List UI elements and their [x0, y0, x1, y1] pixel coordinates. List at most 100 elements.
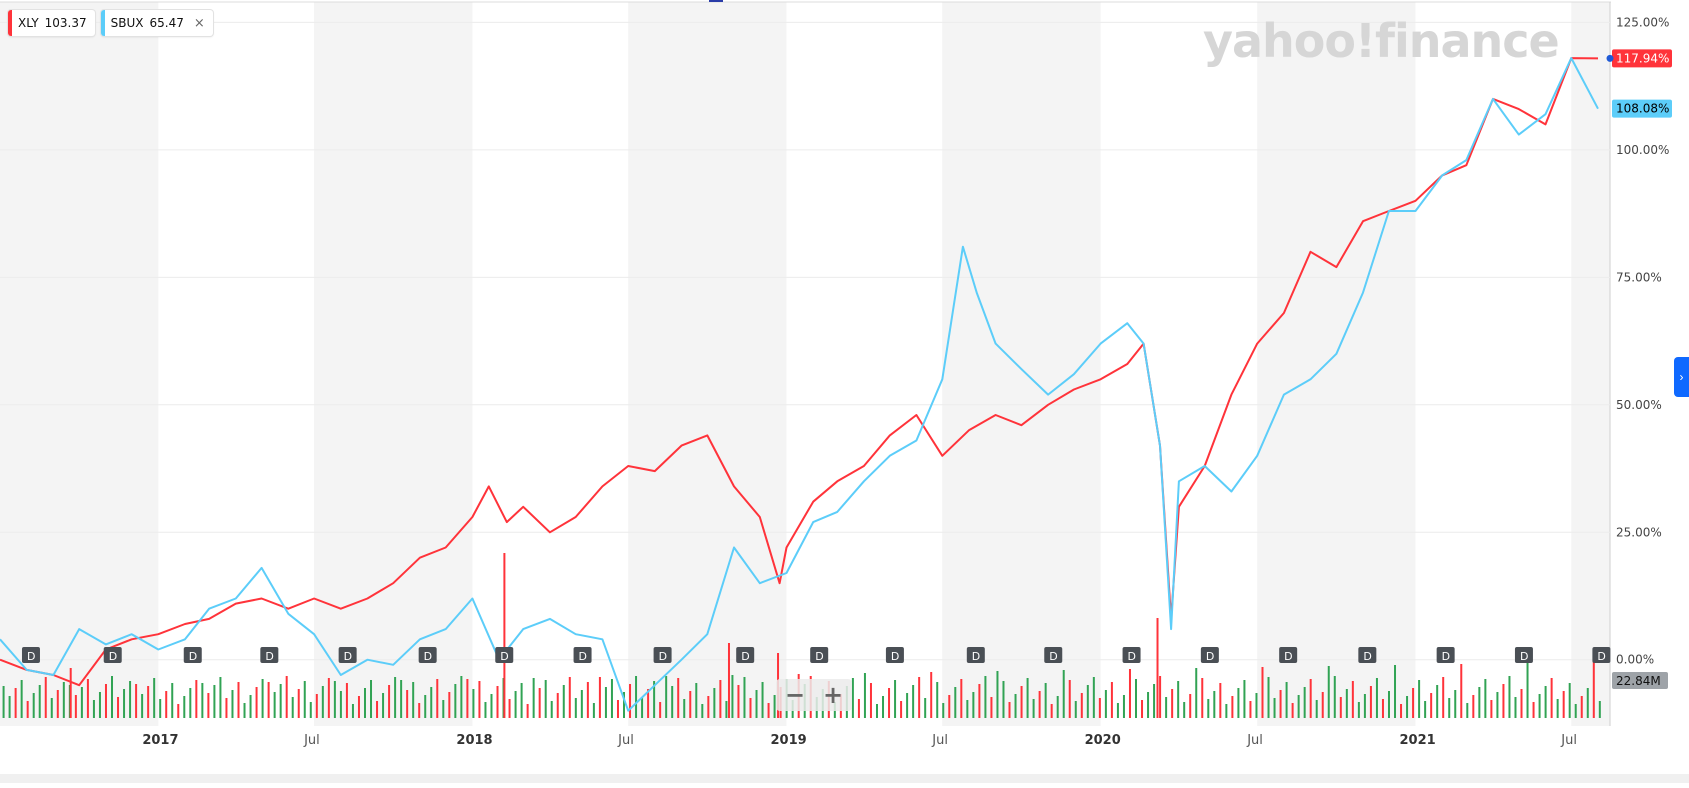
volume-bar: [1544, 686, 1547, 718]
volume-bar: [165, 691, 168, 718]
volume-bar: [255, 687, 258, 718]
x-tick-label: 2020: [1085, 733, 1121, 748]
y-tick-label: 50.00%: [1616, 398, 1662, 412]
volume-bar: [1568, 683, 1571, 718]
volume-bar: [1156, 618, 1159, 718]
volume-bar: [1574, 704, 1577, 718]
dividend-marker-label: D: [27, 650, 35, 663]
volume-bar: [900, 701, 903, 718]
volume-bar: [1418, 680, 1421, 718]
volume-bar: [1110, 682, 1113, 718]
volume-bar: [183, 696, 186, 718]
volume-bar: [1116, 703, 1119, 718]
volume-bar: [1056, 696, 1059, 718]
volume-bar: [1291, 703, 1294, 718]
volume-bar: [400, 680, 403, 718]
volume-bar: [966, 700, 969, 718]
legend-chip-xly[interactable]: XLY 103.37: [8, 10, 95, 36]
volume-bar: [1592, 662, 1595, 718]
dividend-marker-label: D: [1206, 650, 1214, 663]
volume-bar: [460, 676, 463, 718]
x-tick-label: 2021: [1400, 733, 1436, 748]
volume-bar: [448, 692, 451, 718]
side-panel-toggle-button[interactable]: ›: [1674, 357, 1689, 397]
volume-bar: [1309, 679, 1312, 718]
volume-bar: [472, 689, 475, 718]
volume-bar: [1267, 677, 1270, 718]
close-icon[interactable]: ×: [193, 15, 205, 31]
volume-bar: [69, 668, 72, 718]
volume-bar: [1147, 692, 1150, 718]
volume-bar: [249, 695, 252, 718]
volume-bar: [580, 690, 583, 718]
volume-bar: [345, 683, 348, 718]
dividend-marker: [1044, 647, 1063, 663]
volume-bar: [1026, 678, 1029, 718]
volume-bar: [394, 677, 397, 718]
legend-chip-sbux[interactable]: SBUX 65.47 ×: [100, 10, 213, 36]
volume-bar: [1394, 665, 1397, 718]
volume-bar: [984, 676, 987, 718]
volume-bar: [749, 698, 752, 718]
volume-bar: [1159, 676, 1162, 718]
volume-bar: [586, 682, 589, 718]
dividend-marker-label: D: [424, 650, 432, 663]
volume-bar: [1279, 690, 1282, 718]
volume-bar: [683, 699, 686, 718]
dividend-marker-label: D: [741, 650, 749, 663]
dividend-marker-label: D: [189, 650, 197, 663]
volume-bar: [357, 696, 360, 718]
dividend-marker: [573, 647, 592, 663]
volume-bar: [430, 687, 433, 718]
volume-bar: [556, 693, 559, 718]
volume-bar: [713, 688, 716, 718]
background-band: [628, 2, 787, 726]
volume-bar: [484, 702, 487, 718]
volume-bar: [1412, 688, 1415, 718]
volume-bar: [695, 683, 698, 718]
volume-bar: [1460, 664, 1463, 718]
volume-bar: [243, 703, 246, 718]
volume-bar: [731, 675, 734, 718]
volume-bar: [1496, 692, 1499, 718]
volume-bar: [74, 695, 77, 718]
volume-bar: [1237, 688, 1240, 718]
volume-bar: [219, 677, 222, 718]
dividend-marker: [736, 647, 755, 663]
volume-bar: [171, 683, 174, 718]
volume-bar: [1339, 697, 1342, 718]
bottom-scroll-strip[interactable]: [0, 774, 1689, 783]
volume-bar: [1062, 670, 1065, 718]
volume-bar: [26, 701, 29, 718]
dividend-marker-label: D: [1363, 650, 1371, 663]
dividend-marker: [1436, 647, 1455, 663]
background-band: [314, 2, 473, 726]
volume-bar: [532, 678, 535, 718]
dividend-marker-label: D: [1128, 650, 1136, 663]
zoom-out-button[interactable]: −: [784, 681, 806, 709]
volume-bar: [1261, 667, 1264, 718]
volume-bar: [135, 684, 138, 718]
y-tick-label: 0.00%: [1616, 653, 1654, 667]
volume-bar: [213, 685, 216, 718]
volume-bar: [1122, 695, 1125, 718]
volume-bar: [1436, 685, 1439, 718]
volume-bar: [568, 677, 571, 718]
zoom-in-button[interactable]: +: [822, 681, 844, 709]
volume-bar: [1177, 681, 1180, 718]
volume-bar: [129, 681, 132, 718]
volume-bar: [370, 680, 373, 718]
volume-bar: [882, 696, 885, 718]
volume-bar: [273, 692, 276, 718]
volume-bar: [1472, 695, 1475, 718]
volume-bar: [1586, 688, 1589, 718]
dividend-marker: [1279, 647, 1298, 663]
dividend-marker: [183, 647, 202, 663]
volume-bar: [201, 683, 204, 718]
volume-bar: [436, 679, 439, 718]
volume-bar: [1171, 689, 1174, 718]
volume-bar: [490, 694, 493, 718]
background-band: [942, 2, 1101, 726]
volume-bar: [38, 685, 41, 718]
